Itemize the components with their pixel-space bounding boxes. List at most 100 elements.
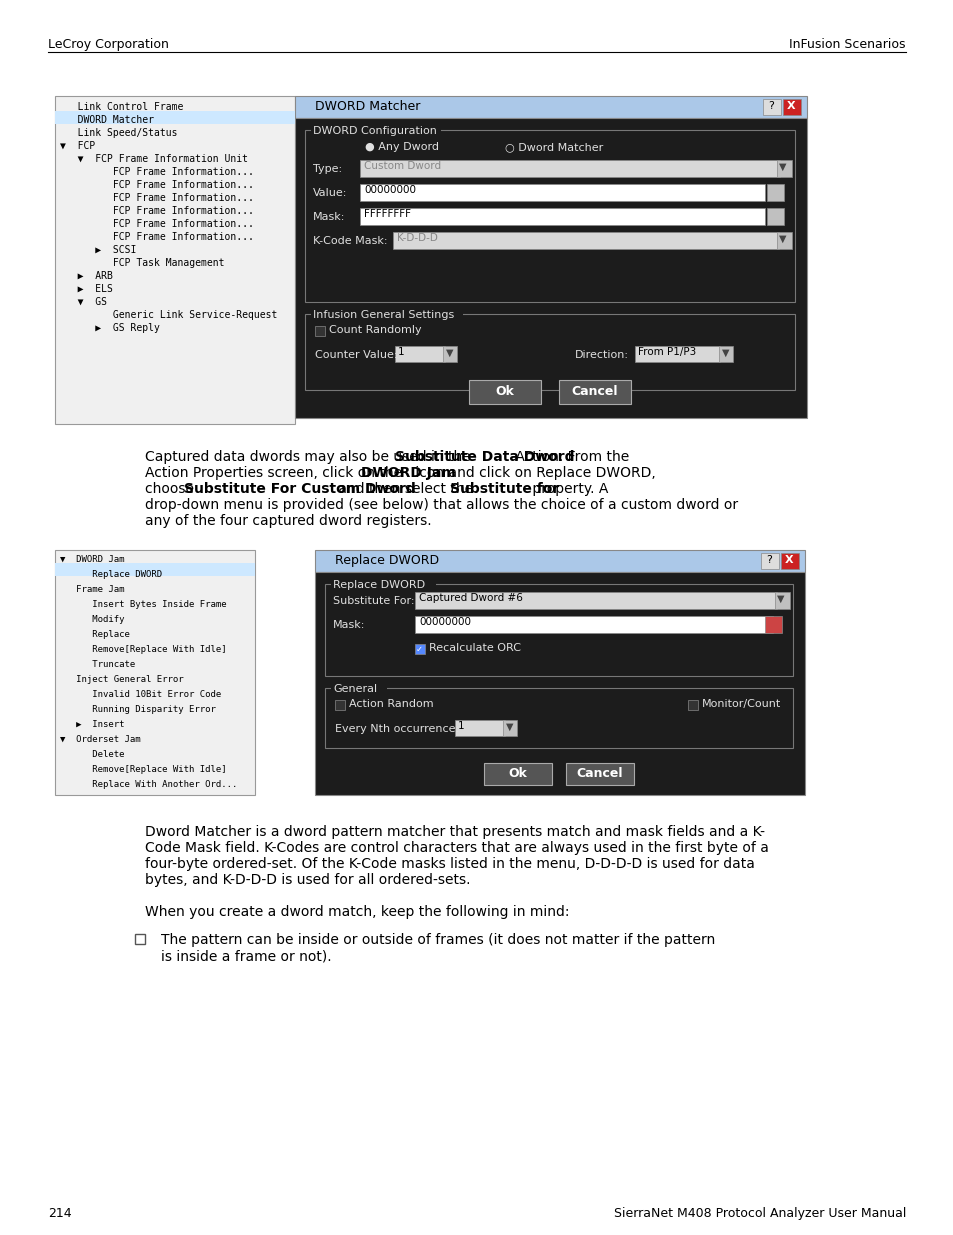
Text: ▼: ▼ [721, 348, 729, 358]
Text: ▼  DWORD Jam: ▼ DWORD Jam [60, 555, 125, 564]
Text: X: X [784, 555, 793, 564]
Bar [760, 553, 779, 569]
Text: four-byte ordered-set. Of the K-Code masks listed in the menu, D-D-D-D is used f: four-byte ordered-set. Of the K-Code mas… [145, 857, 754, 871]
Text: FCP Frame Information...: FCP Frame Information... [60, 180, 253, 190]
Text: DWORD Jam: DWORD Jam [361, 466, 456, 480]
Text: Replace DWORD: Replace DWORD [335, 555, 438, 567]
Bar [469, 380, 540, 404]
Bar [135, 934, 145, 944]
Bar [455, 720, 504, 736]
Text: ▶  Insert: ▶ Insert [60, 720, 125, 729]
Text: Count Randomly: Count Randomly [329, 325, 421, 335]
Text: Remove[Replace With Idle]: Remove[Replace With Idle] [60, 645, 227, 655]
Bar [55, 550, 254, 795]
Text: Replace With Another Ord...: Replace With Another Ord... [60, 781, 237, 789]
Text: drop-down menu is provided (see below) that allows the choice of a custom dword : drop-down menu is provided (see below) t… [145, 498, 738, 513]
Text: ✓: ✓ [416, 645, 422, 655]
Bar [719, 346, 732, 362]
Text: LeCroy Corporation: LeCroy Corporation [48, 38, 169, 51]
Bar [359, 184, 764, 201]
Text: property. A: property. A [527, 482, 608, 496]
Text: ▼  FCP: ▼ FCP [60, 141, 95, 151]
Bar [415, 616, 772, 634]
Text: ▼  FCP Frame Information Unit: ▼ FCP Frame Information Unit [60, 154, 248, 164]
Text: From P1/P3: From P1/P3 [638, 347, 696, 357]
Text: ○ Dword Matcher: ○ Dword Matcher [504, 142, 602, 152]
Text: Custom Dword: Custom Dword [364, 161, 440, 170]
Text: 214: 214 [48, 1207, 71, 1220]
Text: icon and click on Replace DWORD,: icon and click on Replace DWORD, [411, 466, 656, 480]
Text: When you create a dword match, keep the following in mind:: When you create a dword match, keep the … [145, 905, 569, 919]
Text: Captured Dword #6: Captured Dword #6 [418, 593, 522, 603]
Text: Remove[Replace With Idle]: Remove[Replace With Idle] [60, 764, 227, 774]
Bar [331, 682, 387, 694]
Text: FFFFFFFF: FFFFFFFF [364, 209, 411, 219]
Text: Monitor/Count: Monitor/Count [701, 699, 781, 709]
Text: Generic Link Service-Request: Generic Link Service-Request [60, 310, 277, 320]
Text: Replace: Replace [60, 630, 130, 638]
Bar [766, 184, 783, 201]
Bar [311, 308, 462, 320]
Bar [335, 700, 345, 710]
Bar [393, 232, 779, 249]
Bar [55, 111, 294, 124]
Text: ▼  GS: ▼ GS [60, 296, 107, 308]
Text: ▼: ▼ [506, 722, 514, 732]
Text: SierraNet M408 Protocol Analyzer User Manual: SierraNet M408 Protocol Analyzer User Ma… [613, 1207, 905, 1220]
Text: Ok: Ok [495, 385, 514, 398]
Text: Running Disparity Error: Running Disparity Error [60, 705, 215, 714]
Text: bytes, and K-D-D-D is used for all ordered-sets.: bytes, and K-D-D-D is used for all order… [145, 873, 470, 887]
Text: X: X [786, 101, 795, 111]
Bar [359, 161, 780, 177]
Text: Action Random: Action Random [349, 699, 434, 709]
Bar [442, 346, 456, 362]
Bar [55, 563, 254, 576]
Text: ?: ? [767, 101, 773, 111]
Text: ▼  Orderset Jam: ▼ Orderset Jam [60, 735, 140, 743]
Text: Ok: Ok [508, 767, 527, 781]
Bar [325, 584, 792, 676]
Text: Cancel: Cancel [577, 767, 622, 781]
Text: FCP Task Management: FCP Task Management [60, 258, 224, 268]
Bar [305, 130, 794, 303]
Bar [294, 119, 806, 417]
Text: Captured data dwords may also be used in the: Captured data dwords may also be used in… [145, 450, 475, 464]
Bar [776, 161, 791, 177]
Bar [774, 592, 789, 609]
Text: 1: 1 [457, 721, 464, 731]
Text: K-D-D-D: K-D-D-D [396, 233, 437, 243]
Bar [558, 380, 630, 404]
Bar [415, 643, 424, 655]
Bar [395, 346, 444, 362]
Text: Inject General Error: Inject General Error [60, 676, 183, 684]
Text: Substitute For:: Substitute For: [333, 597, 414, 606]
Text: FCP Frame Information...: FCP Frame Information... [60, 206, 253, 216]
Text: Invalid 10Bit Error Code: Invalid 10Bit Error Code [60, 690, 221, 699]
Text: Frame Jam: Frame Jam [60, 585, 125, 594]
Bar [766, 207, 783, 225]
Bar [776, 232, 791, 249]
Text: Action. From the: Action. From the [511, 450, 629, 464]
Text: 00000000: 00000000 [364, 185, 416, 195]
Text: DWORD Matcher: DWORD Matcher [60, 115, 153, 125]
Bar [305, 314, 794, 390]
Bar [483, 763, 552, 785]
Bar [687, 700, 698, 710]
Bar [311, 124, 440, 136]
Bar [314, 326, 325, 336]
Text: Substitute for: Substitute for [450, 482, 558, 496]
Text: Substitute For Custom Dword: Substitute For Custom Dword [184, 482, 416, 496]
Bar [502, 720, 517, 736]
Text: Dword Matcher is a dword pattern matcher that presents match and mask fields and: Dword Matcher is a dword pattern matcher… [145, 825, 764, 839]
Text: Action Properties screen, click on the: Action Properties screen, click on the [145, 466, 406, 480]
Text: Cancel: Cancel [571, 385, 618, 398]
Bar [331, 578, 436, 590]
Text: ▼: ▼ [779, 233, 786, 245]
Text: Mask:: Mask: [313, 212, 345, 222]
Text: is inside a frame or not).: is inside a frame or not). [161, 948, 332, 963]
Text: Value:: Value: [313, 188, 347, 198]
Text: FCP Frame Information...: FCP Frame Information... [60, 167, 253, 177]
Text: Insert Bytes Inside Frame: Insert Bytes Inside Frame [60, 600, 227, 609]
Text: K-Code Mask:: K-Code Mask: [313, 236, 387, 246]
Text: ▶  ARB: ▶ ARB [60, 270, 112, 282]
